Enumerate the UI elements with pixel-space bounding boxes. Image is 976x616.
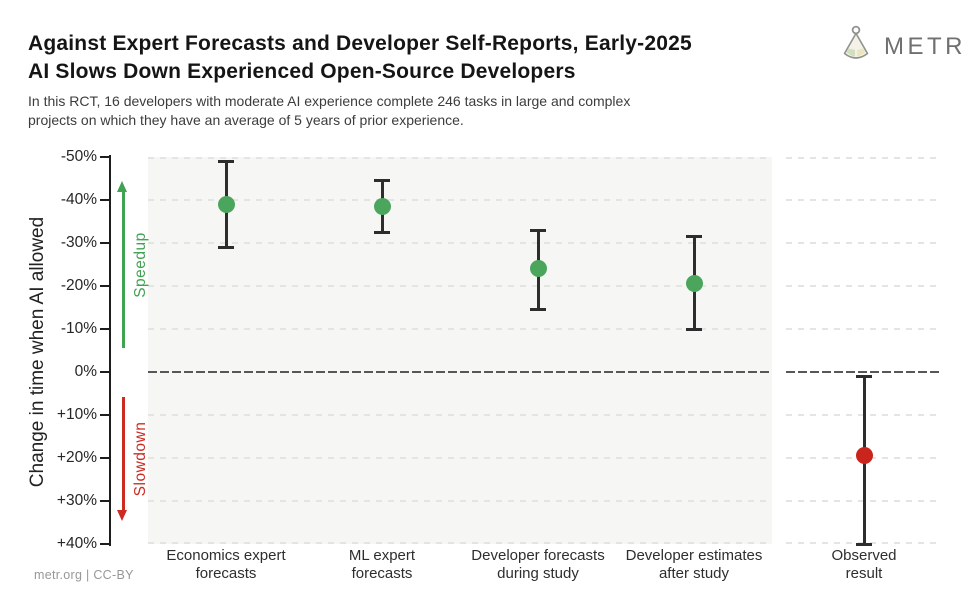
gridline <box>148 542 772 544</box>
y-axis-tick <box>100 414 110 416</box>
error-bar-cap <box>374 230 390 234</box>
error-bar-cap <box>374 179 390 183</box>
error-bar-cap <box>856 542 872 546</box>
y-tick-label: -30% <box>60 234 97 251</box>
error-bar-cap <box>218 159 234 163</box>
error-bar-cap <box>856 374 872 378</box>
y-tick-label: -40% <box>60 191 97 208</box>
category-label: Developer forecasts during study <box>453 547 623 583</box>
data-point-forecast <box>529 260 547 278</box>
y-axis-tick <box>100 457 110 459</box>
y-axis-title: Change in time when AI allowed <box>27 216 48 488</box>
main-panel <box>148 157 772 544</box>
y-tick-label: +20% <box>56 449 97 466</box>
data-point-forecast <box>373 197 391 215</box>
y-axis-tick <box>100 199 110 201</box>
category-label-line: after study <box>658 565 730 582</box>
y-axis-tick <box>100 371 110 373</box>
chart-subtitle: In this RCT, 16 developers with moderate… <box>28 92 768 129</box>
y-tick-label: -20% <box>60 277 97 294</box>
category-label: ML expert forecasts <box>297 547 467 583</box>
page-title: Against Expert Forecasts and Developer S… <box>28 30 828 86</box>
gridline <box>786 157 942 159</box>
metr-logo: METR <box>836 24 966 69</box>
y-axis-line <box>109 155 111 546</box>
y-tick-label: 0% <box>74 363 97 380</box>
category-label-line: Developer estimates <box>625 547 763 564</box>
y-tick-label: -50% <box>60 148 97 165</box>
slowdown-label: Slowdown <box>132 421 149 497</box>
gridline <box>148 414 772 416</box>
gridline <box>786 242 942 244</box>
error-bar-cap <box>530 228 546 232</box>
gridline <box>786 199 942 201</box>
metr-plumb-bob-icon <box>836 24 876 69</box>
slowdown-arrow-head-icon <box>116 510 127 522</box>
gridline <box>148 157 772 159</box>
gridline <box>148 457 772 459</box>
data-point-forecast <box>685 275 703 293</box>
credit-text: metr.org | CC-BY <box>34 568 134 582</box>
category-label: Economics expert forecasts <box>141 547 311 583</box>
slowdown-arrow <box>122 396 125 513</box>
speedup-label: Speedup <box>132 231 149 298</box>
title-line-1: Against Expert Forecasts and Developer S… <box>28 32 692 55</box>
zero-line <box>786 371 942 373</box>
y-axis-tick <box>100 328 110 330</box>
subtitle-line-1: In this RCT, 16 developers with moderate… <box>28 93 631 109</box>
error-bar-cap <box>686 327 702 331</box>
gridline <box>786 285 942 287</box>
category-label-line: result <box>845 565 883 582</box>
category-label-line: Developer forecasts <box>471 547 605 564</box>
y-tick-label: -10% <box>60 320 97 337</box>
category-label-line: during study <box>497 565 579 582</box>
category-label-line: forecasts <box>351 565 413 582</box>
gridline <box>148 285 772 287</box>
category-label-line: Economics expert <box>166 547 286 564</box>
gridline <box>148 199 772 201</box>
category-label: Observed result <box>779 547 949 583</box>
y-axis-tick <box>100 543 110 545</box>
y-axis-tick <box>100 242 110 244</box>
speedup-arrow <box>122 189 125 349</box>
error-bar-cap <box>218 245 234 249</box>
title-line-2: AI Slows Down Experienced Open-Source De… <box>28 60 576 83</box>
y-axis-tick <box>100 500 110 502</box>
error-bar-cap <box>530 308 546 312</box>
data-point-observed <box>855 447 873 465</box>
category-label-line: Observed <box>831 547 897 564</box>
category-label: Developer estimates after study <box>609 547 779 583</box>
y-tick-label: +40% <box>56 535 97 552</box>
y-axis-tick <box>100 156 110 158</box>
subtitle-line-2: projects on which they have an average o… <box>28 111 464 128</box>
category-label-line: ML expert <box>348 547 416 564</box>
gridline <box>148 500 772 502</box>
y-tick-label: +30% <box>56 492 97 509</box>
gridline <box>148 328 772 330</box>
metr-logo-wordmark: METR <box>884 32 966 60</box>
y-axis-tick <box>100 285 110 287</box>
gridline <box>786 328 942 330</box>
error-bar-cap <box>686 235 702 239</box>
zero-line <box>148 371 772 373</box>
y-tick-label: +10% <box>56 406 97 423</box>
category-label-line: forecasts <box>195 565 257 582</box>
gridline <box>148 242 772 244</box>
data-point-forecast <box>217 195 235 213</box>
speedup-arrow-head-icon <box>116 180 127 192</box>
